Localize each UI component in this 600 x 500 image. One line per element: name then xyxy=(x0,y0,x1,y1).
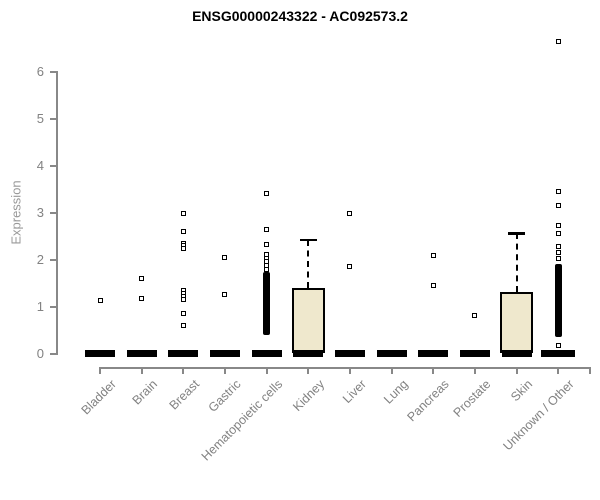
x-category-label: Lung xyxy=(380,377,411,407)
data-point xyxy=(180,296,186,302)
y-tick xyxy=(50,71,57,73)
zero-cluster-bar xyxy=(85,350,115,357)
y-tick-label: 4 xyxy=(36,158,44,173)
zero-cluster-bar xyxy=(541,350,576,357)
dense-point-strip xyxy=(554,263,562,338)
x-tick xyxy=(515,367,518,374)
data-point xyxy=(264,266,270,272)
x-category-label: Hematopoietic cells xyxy=(198,377,286,464)
data-point xyxy=(180,211,186,217)
zero-cluster-bar xyxy=(376,350,407,357)
data-point xyxy=(430,252,436,258)
whisker-line xyxy=(515,233,518,292)
data-point xyxy=(264,190,270,196)
data-point xyxy=(180,310,186,316)
x-category-label: Gastric xyxy=(205,377,244,415)
y-tick-label: 3 xyxy=(36,205,44,220)
x-category-label: Bladder xyxy=(78,377,119,418)
data-point xyxy=(430,283,436,289)
x-category-label: Skin xyxy=(508,377,536,405)
dense-point-strip xyxy=(263,272,271,336)
x-tick xyxy=(348,367,351,374)
chart-title: ENSG00000243322 - AC092573.2 xyxy=(192,8,408,24)
x-tick xyxy=(223,367,226,374)
data-point xyxy=(555,230,561,236)
data-point xyxy=(180,323,186,329)
x-tick xyxy=(557,367,560,374)
zero-cluster-bar xyxy=(501,350,532,357)
x-category-label: Liver xyxy=(339,377,369,407)
data-point xyxy=(264,227,270,233)
data-point xyxy=(180,229,186,235)
data-point xyxy=(555,249,561,255)
x-category-label: Brain xyxy=(130,377,161,408)
x-axis-end-tick xyxy=(589,367,591,374)
zero-cluster-bar xyxy=(209,350,240,357)
x-tick xyxy=(307,367,310,374)
y-tick-label: 1 xyxy=(36,299,44,314)
x-tick xyxy=(265,367,268,374)
data-point xyxy=(555,222,561,228)
data-point xyxy=(97,298,103,304)
y-tick-label: 0 xyxy=(36,346,44,361)
data-point xyxy=(347,263,353,269)
x-category-label: Kidney xyxy=(290,377,328,414)
data-point xyxy=(222,292,228,298)
data-point xyxy=(139,295,145,301)
y-tick-label: 6 xyxy=(36,64,44,79)
zero-cluster-bar xyxy=(418,350,449,357)
x-tick xyxy=(99,367,101,374)
y-axis-line xyxy=(56,71,58,355)
x-tick xyxy=(140,367,143,374)
zero-cluster-bar xyxy=(168,350,199,357)
y-tick xyxy=(50,306,57,308)
y-tick-label: 5 xyxy=(36,111,44,126)
zero-cluster-bar xyxy=(251,350,282,357)
x-category-label: Prostate xyxy=(450,377,494,420)
y-tick xyxy=(50,165,57,167)
data-point xyxy=(555,342,561,348)
box xyxy=(500,291,533,354)
data-point xyxy=(555,189,561,195)
y-tick xyxy=(50,259,57,261)
zero-cluster-bar xyxy=(459,350,490,357)
data-point xyxy=(472,313,478,319)
data-point xyxy=(555,244,561,250)
zero-cluster-bar xyxy=(293,350,324,357)
data-point xyxy=(139,276,145,282)
x-axis-line xyxy=(99,367,591,369)
zero-cluster-bar xyxy=(334,350,365,357)
x-tick xyxy=(473,367,476,374)
whisker-line xyxy=(307,239,310,289)
data-point xyxy=(264,241,270,247)
data-point xyxy=(555,255,561,261)
data-point xyxy=(222,254,228,260)
x-category-label: Pancreas xyxy=(404,377,453,425)
y-tick xyxy=(50,118,57,120)
zero-cluster-bar xyxy=(126,350,157,357)
x-tick xyxy=(390,367,393,374)
box xyxy=(291,288,325,354)
y-tick xyxy=(50,212,57,214)
x-category-label: Breast xyxy=(166,377,203,413)
y-tick xyxy=(50,353,57,355)
data-point xyxy=(555,202,561,208)
y-tick-label: 2 xyxy=(36,252,44,267)
data-point xyxy=(555,39,561,45)
data-point xyxy=(180,246,186,252)
data-point xyxy=(347,210,353,216)
whisker-cap xyxy=(299,238,317,242)
x-tick xyxy=(432,367,435,374)
whisker-cap xyxy=(508,232,525,235)
x-tick xyxy=(182,367,185,374)
